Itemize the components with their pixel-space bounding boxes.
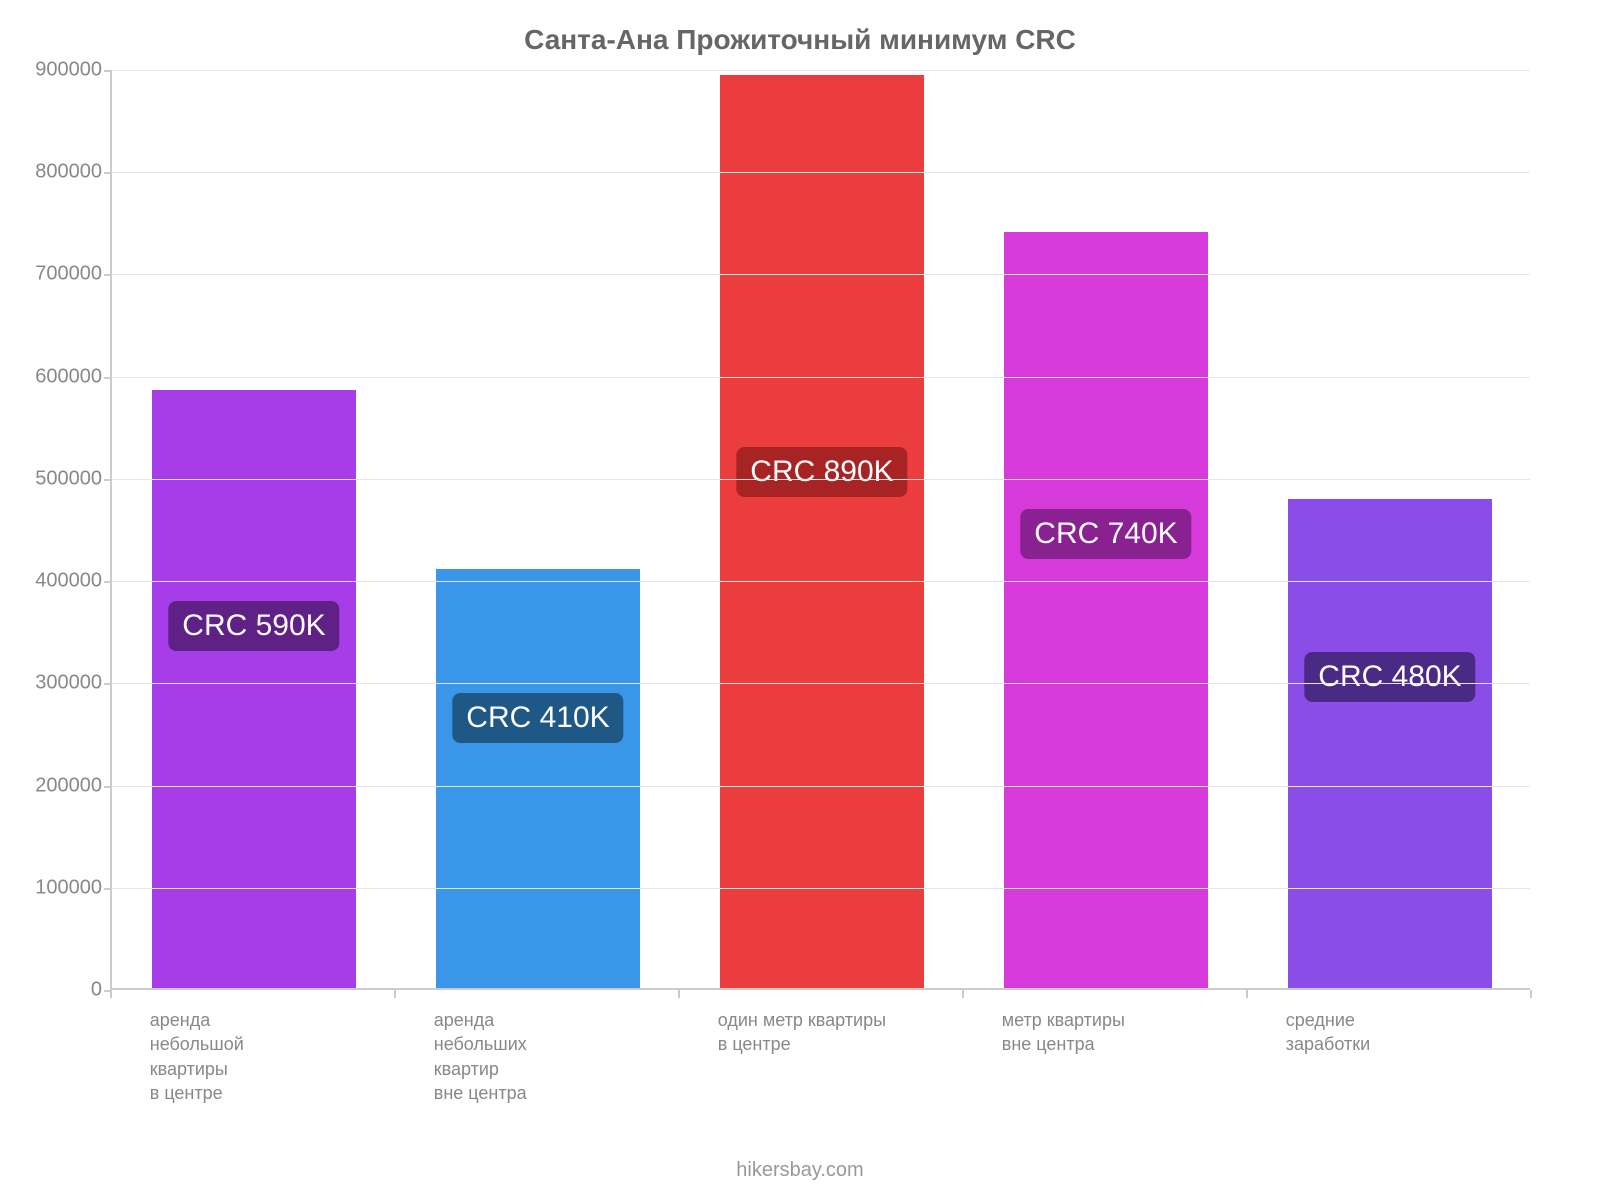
y-tick-label: 600000 <box>35 365 112 388</box>
bar: CRC 410K <box>436 569 640 988</box>
gridline <box>112 581 1530 582</box>
bar: CRC 740K <box>1004 232 1208 988</box>
cost-of-living-chart: Санта-Ана Прожиточный минимум CRC CRC 59… <box>0 0 1600 1200</box>
value-badge: CRC 480K <box>1304 652 1475 702</box>
x-tick-label: один метр квартиры в центре <box>718 1008 886 1057</box>
gridline <box>112 683 1530 684</box>
x-tick-mark <box>394 990 396 998</box>
x-tick-mark <box>110 990 112 998</box>
chart-footer: hikersbay.com <box>0 1159 1600 1182</box>
y-tick-label: 800000 <box>35 161 112 184</box>
y-tick-label: 700000 <box>35 263 112 286</box>
gridline <box>112 70 1530 71</box>
chart-title: Санта-Ана Прожиточный минимум CRC <box>0 24 1600 56</box>
gridline <box>112 479 1530 480</box>
x-tick-mark <box>1530 990 1532 998</box>
y-tick-label: 100000 <box>35 876 112 899</box>
x-tick-label: аренда небольших квартир вне центра <box>434 1008 527 1105</box>
y-tick-label: 200000 <box>35 774 112 797</box>
y-tick-label: 0 <box>91 979 112 1002</box>
x-tick-mark <box>678 990 680 998</box>
x-tick-label: средние заработки <box>1286 1008 1370 1057</box>
value-badge: CRC 410K <box>452 693 623 743</box>
plot-area: CRC 590K CRC 410K CRC 890K CRC 740K CRC 480K… <box>110 70 1530 990</box>
x-tick-label: аренда небольшой квартиры в центре <box>150 1008 244 1105</box>
value-badge: CRC 590K <box>168 601 339 651</box>
gridline <box>112 888 1530 889</box>
bar: CRC 480K <box>1288 499 1492 988</box>
y-tick-label: 500000 <box>35 467 112 490</box>
y-tick-label: 900000 <box>35 59 112 82</box>
y-tick-label: 300000 <box>35 672 112 695</box>
gridline <box>112 377 1530 378</box>
x-tick-mark <box>962 990 964 998</box>
gridline <box>112 786 1530 787</box>
x-tick-label: метр квартиры вне центра <box>1002 1008 1125 1057</box>
gridline <box>112 172 1530 173</box>
value-badge: CRC 890K <box>736 447 907 497</box>
gridline <box>112 274 1530 275</box>
x-tick-mark <box>1246 990 1248 998</box>
value-badge: CRC 740K <box>1020 509 1191 559</box>
y-tick-label: 400000 <box>35 570 112 593</box>
bar: CRC 890K <box>720 75 924 988</box>
bars-layer: CRC 590K CRC 410K CRC 890K CRC 740K CRC 480K <box>112 70 1530 988</box>
